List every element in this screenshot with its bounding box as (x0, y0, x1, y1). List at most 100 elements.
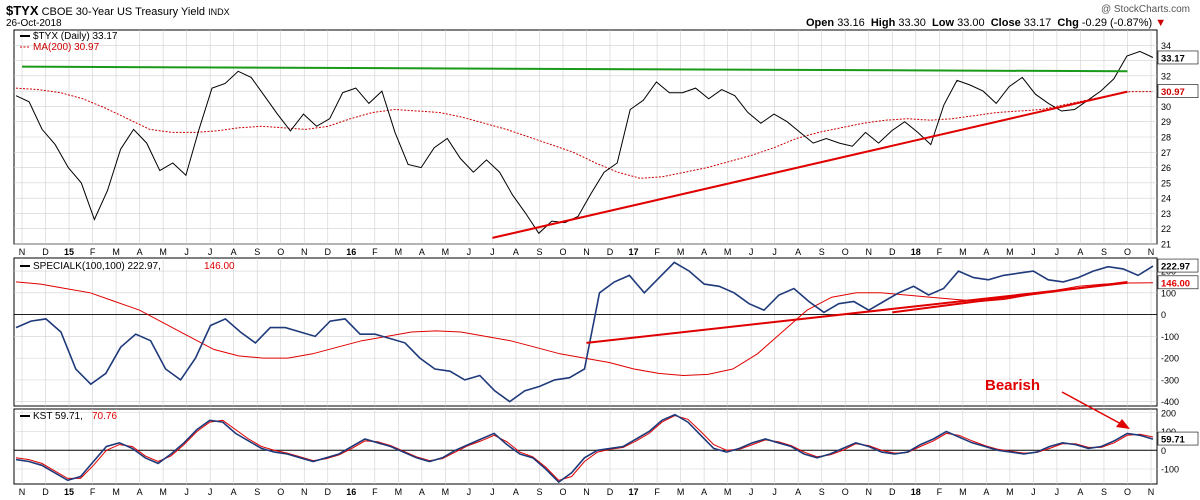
quote-bar: Open 33.16 High 33.30 Low 33.00 Close 33… (806, 17, 1166, 29)
x-tick-label: M (395, 247, 403, 257)
x-tick-label: O (559, 247, 566, 257)
specialk-y-tick-label: -300 (1161, 375, 1179, 385)
kst-series-signal (15, 415, 1154, 481)
x-tick-label: J (1031, 247, 1036, 257)
x-tick-label: D (325, 487, 332, 497)
chg-value: -0.29 (-0.87%) (1081, 17, 1153, 29)
kst-last-value-box (1157, 431, 1199, 446)
x-tick-label: N (583, 487, 590, 497)
x-tick-label: M (677, 487, 685, 497)
price-legend-main: $TYX (Daily) 33.17 (33, 31, 118, 42)
x-tick-label: N (583, 247, 590, 257)
x-tick-label: 18 (911, 487, 921, 497)
chg-label: Chg (1057, 17, 1079, 29)
x-tick-label: J (749, 487, 754, 497)
x-tick-label: F (654, 247, 660, 257)
specialk-series-specialk-100-100- (15, 261, 1154, 403)
x-tick-label: S (1101, 487, 1107, 497)
x-tick-label: O (277, 487, 284, 497)
price-y-tick-label: 27 (1161, 148, 1171, 158)
specialk-last-value: 222.97 (1161, 262, 1190, 273)
x-tick-label: F (372, 247, 378, 257)
close-value: 33.17 (1023, 17, 1052, 29)
x-tick-label: 17 (629, 247, 639, 257)
specialk-y-tick-label: 0 (1161, 310, 1166, 320)
x-tick-label: F (90, 487, 96, 497)
x-tick-label: O (842, 247, 849, 257)
high-label: High (870, 17, 896, 29)
price-y-tick-label: 25 (1161, 178, 1171, 188)
x-tick-label: O (559, 487, 566, 497)
specialk-legend-signal: 146.00 (204, 261, 235, 272)
kst-legend-signal: 70.76 (92, 411, 117, 422)
kst-y-tick-label: 200 (1161, 408, 1176, 418)
specialk-frame (13, 257, 1158, 407)
x-tick-label: N (866, 487, 873, 497)
x-tick-label: D (607, 487, 614, 497)
x-tick-label: O (842, 487, 849, 497)
low-value: 33.00 (957, 17, 985, 29)
x-tick-label: A (419, 247, 425, 257)
x-tick-label: M (159, 487, 167, 497)
x-tick-label: A (795, 487, 801, 497)
x-tick-label: M (112, 487, 120, 497)
price-y-tick-label: 26 (1161, 163, 1171, 173)
price-y-tick-label: 21 (1161, 240, 1171, 250)
ma-last-value: 30.97 (1161, 87, 1185, 98)
specialk-last-value-box (1157, 258, 1199, 273)
kst-last-value: 59.71 (1161, 435, 1185, 446)
x-tick-label: J (772, 247, 777, 257)
x-tick-label: A (137, 247, 143, 257)
watermark: @ StockCharts.com (1100, 4, 1190, 15)
x-tick-label: S (1101, 247, 1107, 257)
x-tick-label: M (1006, 247, 1014, 257)
x-tick-label: A (513, 247, 519, 257)
x-tick-label: A (1077, 487, 1083, 497)
price-y-tick-label: 22 (1161, 224, 1171, 234)
x-tick-label: M (159, 247, 167, 257)
x-tick-label: S (254, 247, 260, 257)
specialk-signal-value-box (1157, 275, 1199, 290)
low-label: Low (932, 17, 955, 29)
specialk-trendline (892, 280, 1128, 314)
bearish-arrow-line (1061, 391, 1124, 426)
x-tick-label: M (1006, 487, 1014, 497)
price-trendline (21, 65, 1128, 73)
x-tick-label: 18 (911, 247, 921, 257)
x-tick-label: A (137, 487, 143, 497)
x-tick-label: A (231, 487, 237, 497)
x-tick-label: J (184, 247, 189, 257)
kst-legend: KST 59.71, (33, 411, 83, 422)
x-tick-label: S (819, 487, 825, 497)
x-tick-label: S (254, 487, 260, 497)
x-tick-label: M (442, 487, 450, 497)
x-tick-label: A (795, 247, 801, 257)
x-tick-label: M (442, 247, 450, 257)
x-tick-label: M (959, 487, 967, 497)
bearish-arrow-head (1116, 419, 1130, 429)
x-tick-label: J (749, 247, 754, 257)
x-tick-label: S (536, 487, 542, 497)
x-tick-label: J (467, 487, 472, 497)
symbol-name: CBOE 30-Year US Treasury Yield (41, 6, 206, 18)
x-tick-label: M (112, 247, 120, 257)
x-tick-label: J (467, 247, 472, 257)
x-tick-label: 17 (629, 487, 639, 497)
x-tick-label: 16 (346, 247, 356, 257)
bearish-annotation: Bearish (985, 377, 1040, 394)
exchange: INDX (208, 7, 230, 17)
x-tick-label: O (1124, 247, 1131, 257)
specialk-y-tick-label: -400 (1161, 397, 1179, 407)
high-value: 33.30 (898, 17, 926, 29)
x-tick-label: J (1055, 247, 1060, 257)
x-tick-label: A (1077, 247, 1083, 257)
kst-frame (13, 408, 1158, 485)
x-tick-label: M (677, 247, 685, 257)
x-tick-label: A (419, 487, 425, 497)
open-label: Open (806, 17, 835, 29)
x-tick-label: M (724, 487, 732, 497)
x-tick-label: F (937, 487, 943, 497)
x-tick-label: A (983, 247, 989, 257)
